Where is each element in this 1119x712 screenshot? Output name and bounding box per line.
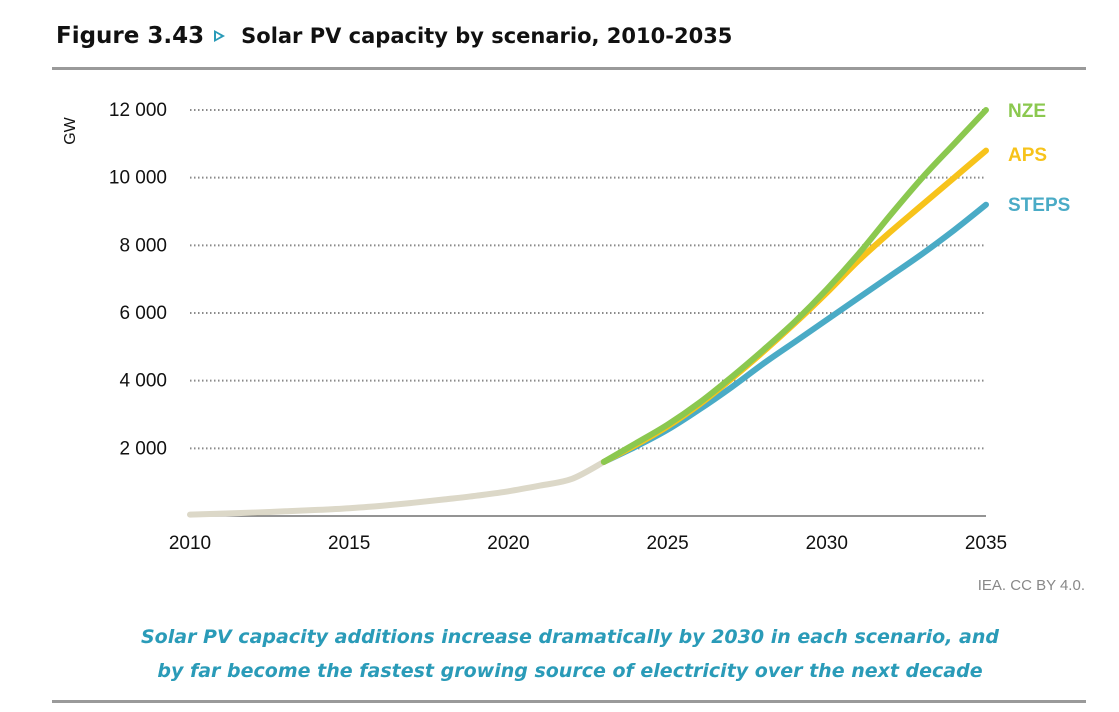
x-tick-label: 2020 [487, 533, 529, 554]
y-tick-label: 10 000 [109, 168, 167, 189]
x-tick-label: 2015 [328, 533, 370, 554]
y-tick-label: 12 000 [109, 100, 167, 121]
figure-arrow-icon [214, 30, 226, 42]
x-tick-label: 2025 [646, 533, 688, 554]
top-divider [52, 67, 1086, 70]
y-tick-label: 8 000 [119, 235, 167, 256]
caption-line-1: Solar PV capacity additions increase dra… [141, 626, 999, 648]
series-line-nze [600, 107, 989, 465]
series-line-aps [600, 147, 989, 465]
figure-header: Figure 3.43 Solar PV capacity by scenari… [56, 18, 732, 54]
caption-line-2: by far become the fastest growing source… [157, 660, 983, 682]
figure-caption: Solar PV capacity additions increase dra… [60, 620, 1080, 688]
figure-number: Figure 3.43 [56, 23, 205, 49]
bottom-divider [52, 700, 1086, 703]
y-tick-label: 2 000 [119, 438, 167, 459]
figure-title: Solar PV capacity by scenario, 2010-2035 [241, 24, 733, 48]
series-label-nze: NZE [1008, 101, 1046, 122]
x-tick-label: 2010 [169, 533, 211, 554]
x-tick-label: 2035 [965, 533, 1007, 554]
series-label-aps: APS [1008, 145, 1047, 166]
source-note: IEA. CC BY 4.0. [977, 577, 1085, 594]
series-line-history [187, 458, 607, 518]
y-tick-label: 6 000 [119, 303, 167, 324]
y-axis-label: GW [62, 116, 79, 144]
x-tick-label: 2030 [806, 533, 848, 554]
series-line-steps [600, 201, 989, 465]
y-tick-label: 4 000 [119, 371, 167, 392]
series-label-steps: STEPS [1008, 195, 1070, 216]
